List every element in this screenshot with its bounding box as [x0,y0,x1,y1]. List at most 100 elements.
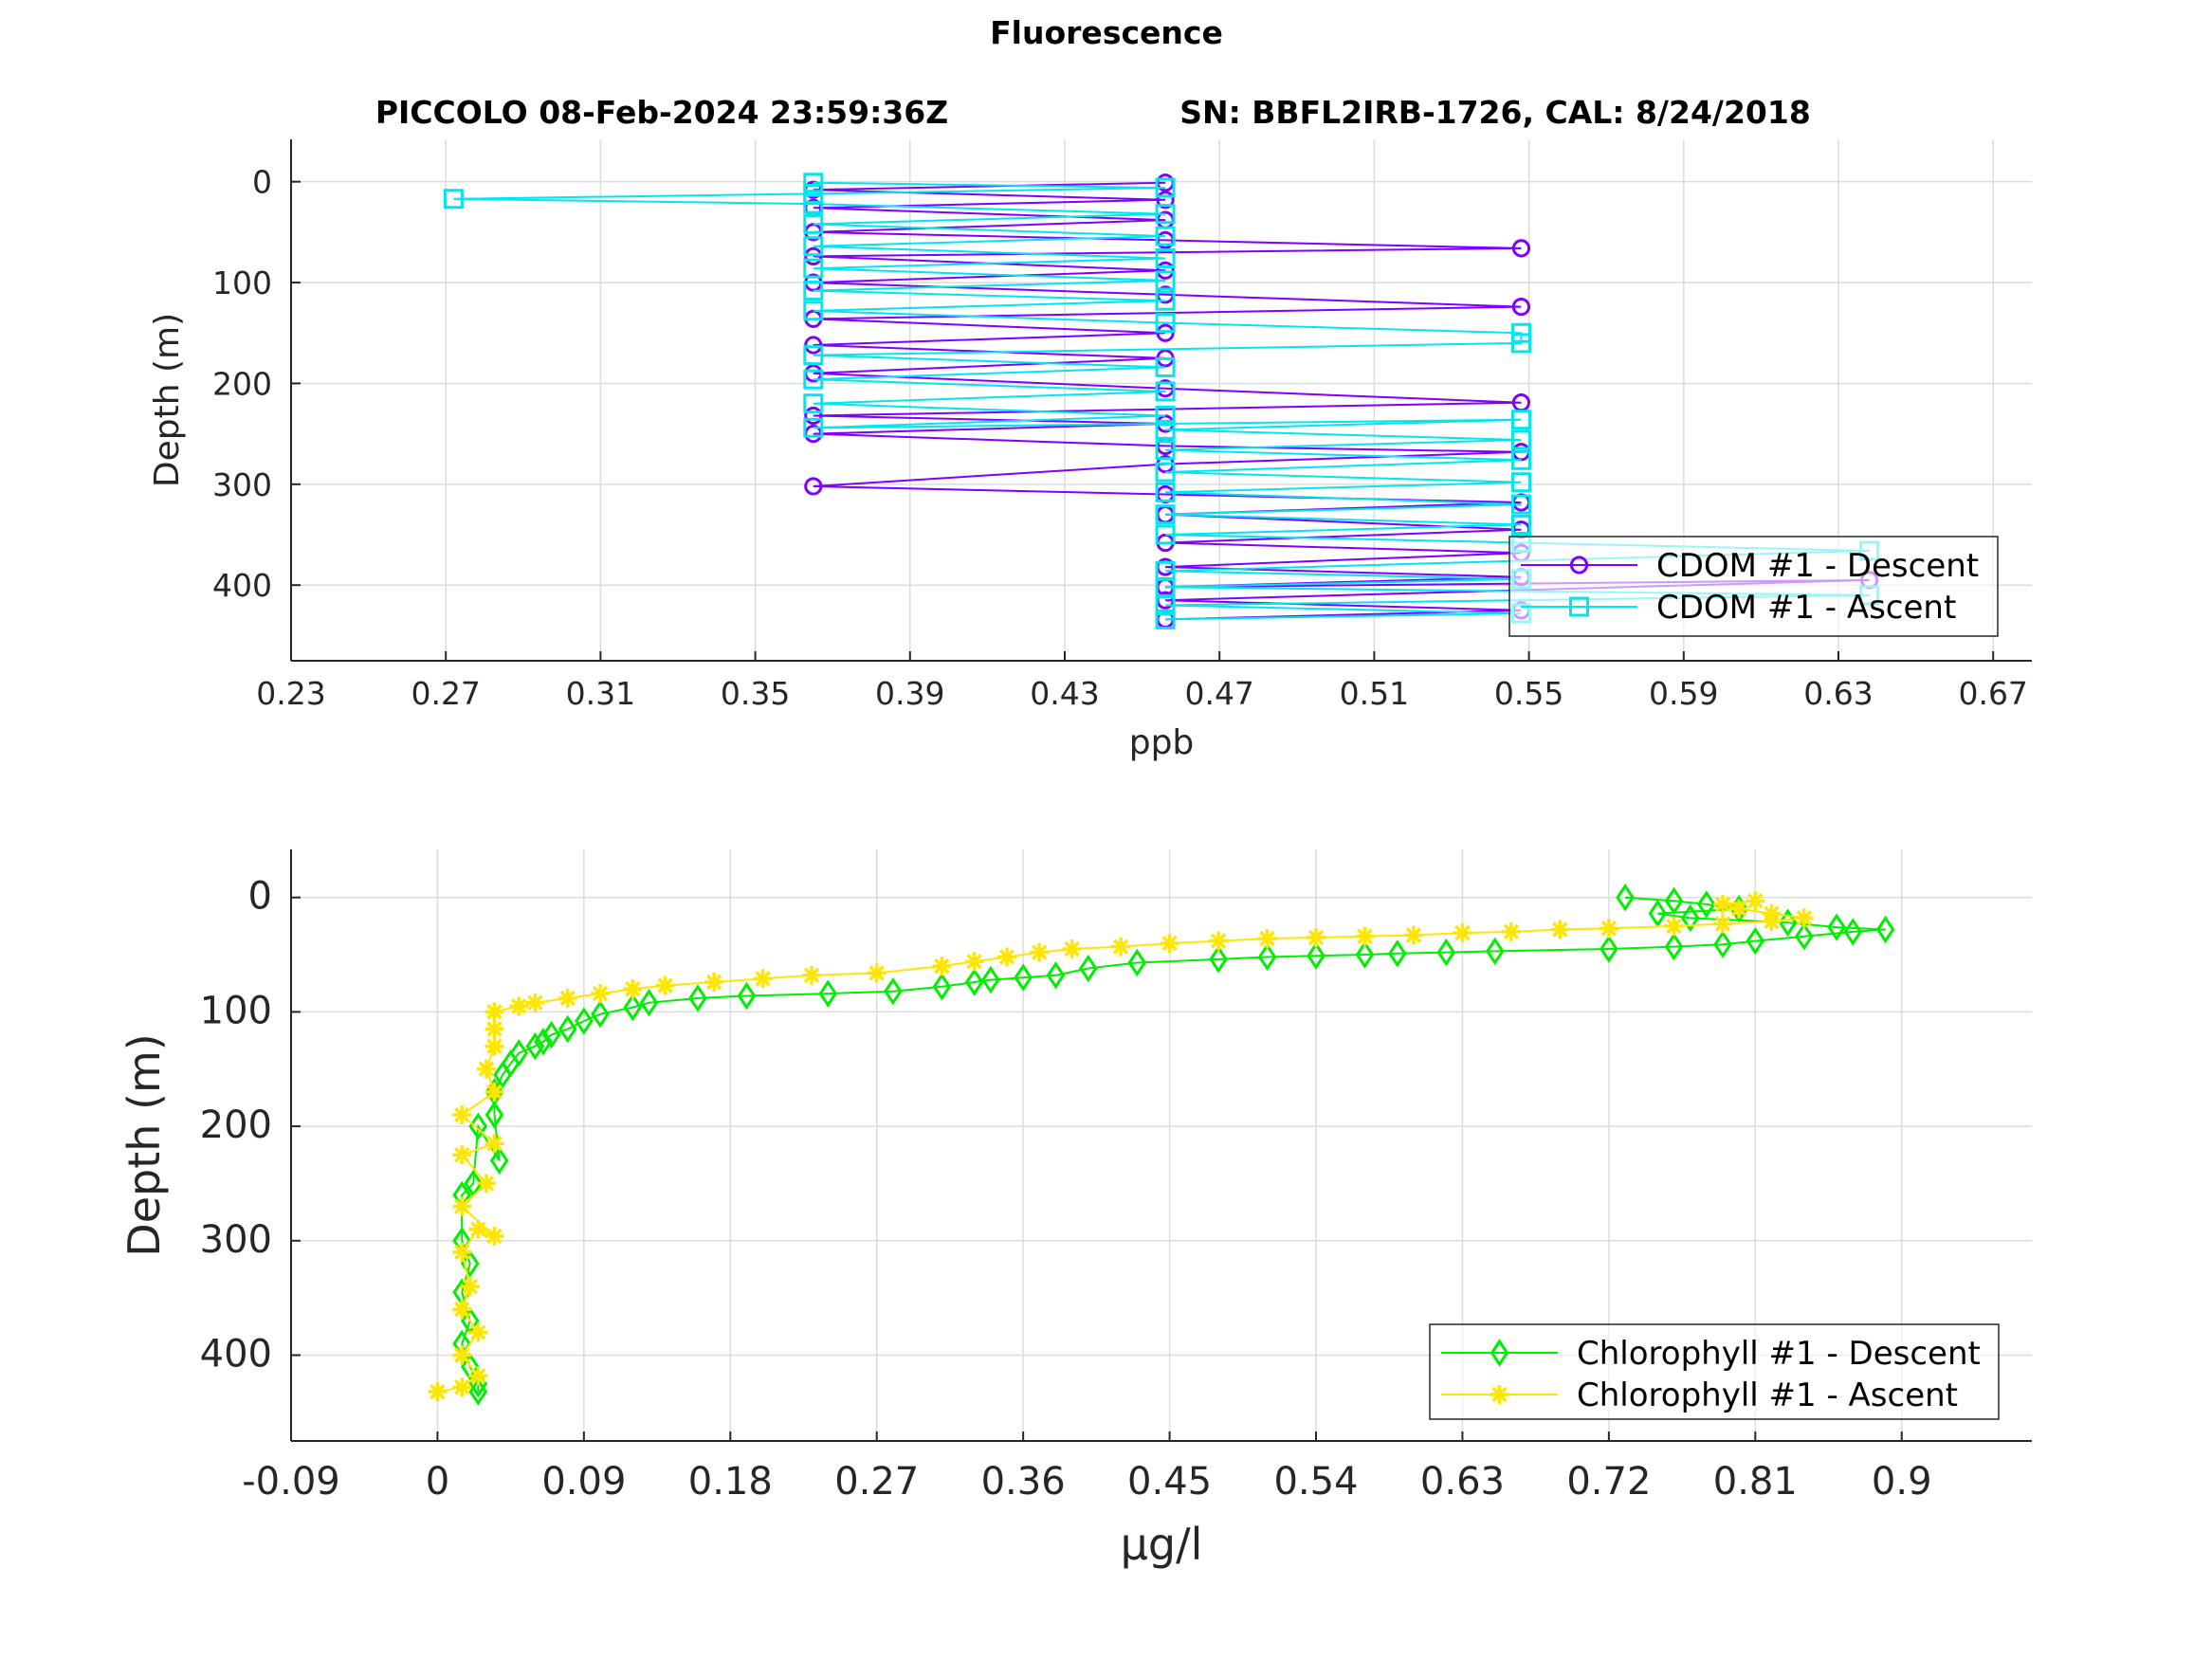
x-tick-label: 0.51 [1340,675,1409,712]
x-axis-label: ppb [1129,723,1195,762]
data-point [804,336,823,355]
x-tick-label: 0.45 [1127,1460,1212,1504]
data-point [803,345,824,366]
data-point [1762,903,1782,923]
data-point [804,406,823,426]
data-point [802,965,822,985]
data-point [476,1174,496,1194]
data-point [1510,333,1531,354]
data-point [428,1382,448,1402]
data-point [1600,935,1618,963]
y-tick-label: 200 [200,1103,272,1147]
data-point [804,246,823,266]
data-point [737,981,757,1011]
data-point [1155,204,1176,225]
data-point [443,189,464,210]
data-point [1156,261,1175,280]
data-point [803,417,824,438]
data-point [1062,939,1082,959]
data-point [1030,942,1050,962]
legend-label: Chlorophyll #1 - Ascent [1577,1376,1958,1414]
data-point [1510,514,1531,535]
data-point [1155,524,1176,545]
series-1 [428,891,1814,1402]
x-tick-label: 0.27 [834,1460,919,1504]
data-point [591,1000,610,1029]
data-point [1155,270,1176,291]
data-point [1712,914,1732,934]
data-point [541,1020,561,1049]
data-point [1510,429,1531,450]
data-point [1794,908,1814,928]
data-point [1713,930,1732,958]
data-point [575,1007,594,1035]
data-point [1155,226,1176,246]
x-tick-label: 0.59 [1649,675,1718,712]
x-tick-label: 0.63 [1803,675,1873,712]
data-point [932,973,952,1001]
y-tick-label: 100 [200,989,272,1032]
data-point [1307,941,1325,970]
legend-marker [1569,556,1589,574]
data-point [1794,922,1814,951]
data-point [1403,925,1423,945]
data-point [460,1249,480,1278]
data-point [1485,937,1505,966]
data-point [484,1101,504,1129]
data-point [1155,504,1176,525]
data-point [1827,913,1846,941]
data-point [1155,609,1176,629]
data-point [1155,405,1176,426]
data-point [964,968,984,996]
data-point [1843,918,1863,946]
data-point [1209,931,1229,951]
y-tick-label: 0 [252,164,272,201]
data-point [484,1082,504,1102]
subtitle-left: PICCOLO 08-Feb-2024 23:59:36Z [375,94,948,131]
data-point [468,1219,488,1239]
x-tick-label: 0.27 [411,675,480,712]
data-point [468,1322,488,1342]
data-point [1664,932,1684,961]
x-tick-label: 0.09 [541,1460,626,1504]
y-tick-label: 100 [212,264,272,301]
data-point [1155,482,1176,502]
data-point [1046,961,1066,990]
data-point [452,1300,472,1320]
legend-box [1508,536,1999,637]
x-tick-label: 0.39 [875,675,944,712]
data-point [489,1146,509,1175]
data-point [1746,891,1765,911]
data-point [468,1112,488,1140]
data-point [1510,494,1531,515]
data-point [803,236,824,257]
data-point [803,213,824,234]
data-point [932,957,952,976]
data-point [1155,419,1176,440]
data-point [460,1352,480,1381]
data-point [558,1014,577,1044]
x-axis-label: μg/l [1121,1519,1203,1570]
data-point [623,993,643,1022]
data-point [452,1145,472,1165]
data-point [1155,381,1176,402]
data-point [803,173,824,193]
data-point [1155,313,1176,334]
data-point [1510,472,1531,493]
data-point [1712,894,1732,914]
data-point [803,183,824,204]
x-tick-label: 0.23 [256,675,325,712]
x-tick-label: 0.9 [1872,1460,1932,1504]
x-tick-label: 0.31 [566,675,635,712]
data-point [1510,449,1531,470]
data-point [1014,963,1033,992]
data-point [964,952,984,972]
x-tick-label: 0.18 [688,1460,773,1504]
data-point [1155,248,1176,269]
data-point [452,1105,472,1125]
data-point [525,1031,545,1061]
data-point [468,1366,488,1386]
data-point [803,393,824,414]
x-tick-label: 0 [426,1460,449,1504]
